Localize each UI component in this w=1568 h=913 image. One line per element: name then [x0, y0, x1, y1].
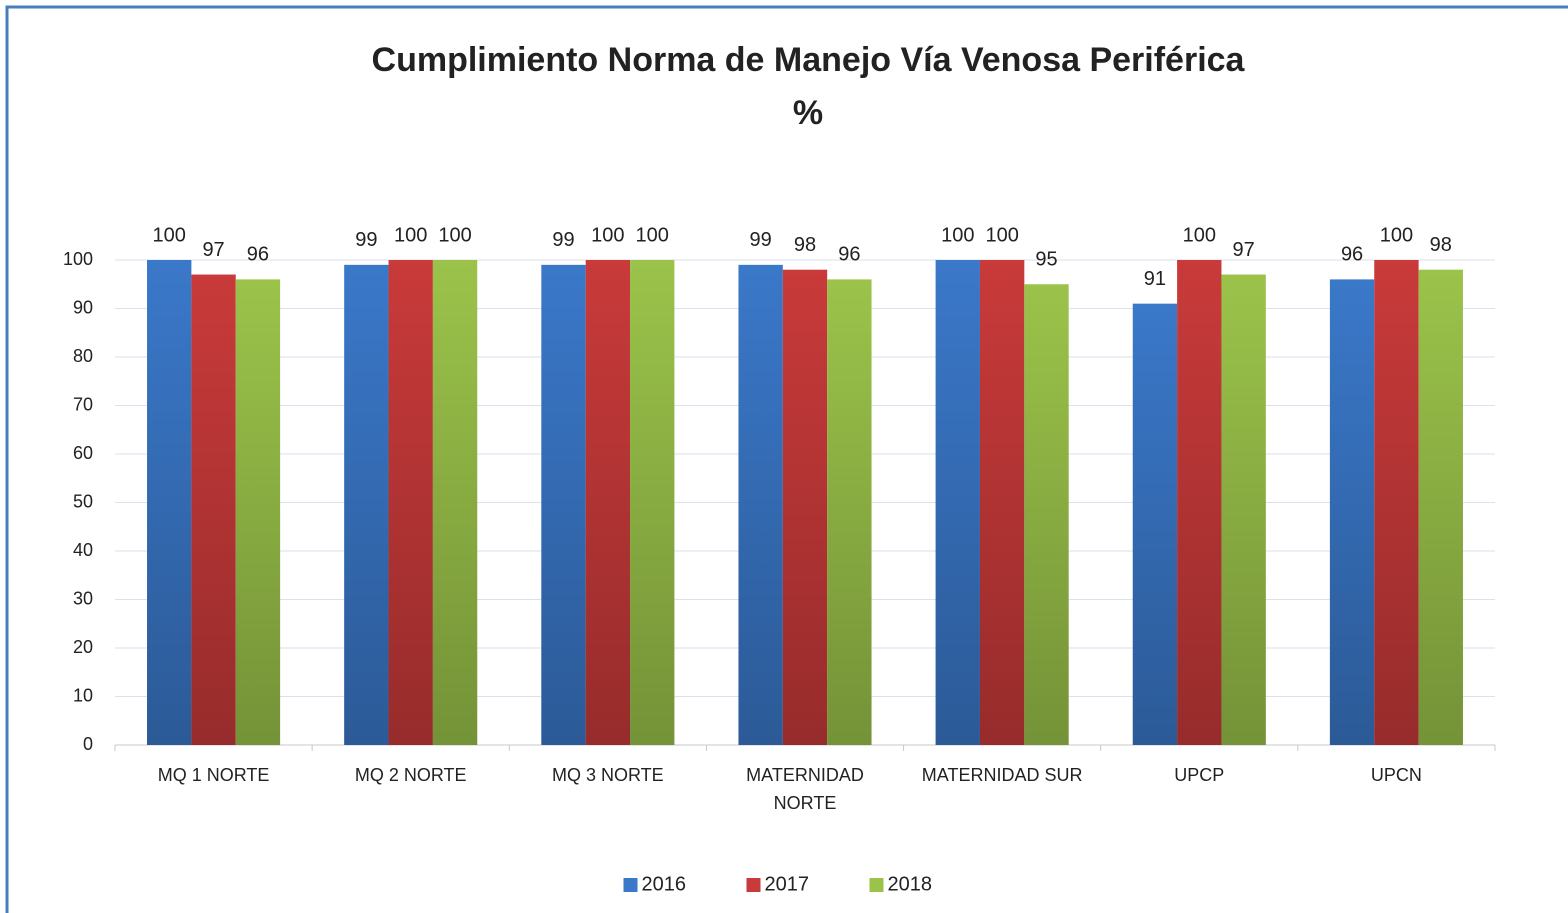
x-tick-label-box: MATERNIDAD NORTE — [746, 765, 864, 813]
bar-shade — [1418, 269, 1463, 745]
x-tick-label-box: UPCP — [1174, 765, 1225, 785]
data-label: 100 — [1380, 224, 1413, 246]
bar-shade — [388, 260, 433, 745]
legend-swatch — [746, 878, 761, 892]
y-tick-label: 10 — [73, 685, 93, 705]
bar-shade — [344, 264, 389, 745]
x-tick-label: MQ 3 NORTE — [552, 765, 664, 785]
data-label: 96 — [1341, 244, 1363, 266]
x-tick-label: MATERNIDAD SUR — [921, 765, 1083, 785]
x-tick-label-box: MATERNIDAD SUR — [921, 765, 1083, 785]
chart-subtitle: % — [793, 94, 823, 132]
data-label: 97 — [202, 239, 224, 261]
data-label: 100 — [153, 224, 186, 246]
bar-shade — [1374, 260, 1419, 745]
data-label: 99 — [750, 229, 772, 251]
bar-shade — [191, 274, 236, 745]
bar-shade — [782, 269, 828, 745]
y-tick-label: 70 — [73, 394, 93, 414]
x-tick-label-box: MQ 2 NORTE — [354, 765, 467, 785]
data-label: 99 — [355, 229, 377, 251]
x-tick-label: MATERNIDAD NORTE — [746, 765, 864, 813]
y-tick-label: 20 — [73, 637, 93, 657]
bar-shade — [1177, 260, 1222, 745]
data-label: 96 — [247, 244, 269, 266]
data-label: 100 — [591, 224, 624, 246]
bar-shade — [235, 279, 281, 745]
x-tick-label: UPCN — [1370, 765, 1422, 785]
bar-shade — [1132, 303, 1178, 745]
bar-shade — [630, 260, 675, 745]
legend-label: 2018 — [888, 873, 933, 895]
legend-label: 2017 — [765, 873, 810, 895]
data-label: 100 — [941, 224, 974, 246]
x-tick-label: MQ 1 NORTE — [157, 765, 270, 785]
legend-label: 2016 — [642, 873, 687, 895]
x-tick-label-box: MQ 3 NORTE — [552, 765, 664, 785]
data-label: 100 — [1183, 224, 1216, 246]
x-tick-label: UPCP — [1174, 765, 1225, 785]
data-label: 98 — [1430, 234, 1452, 256]
legend-swatch — [869, 878, 884, 892]
data-label: 96 — [838, 244, 860, 266]
y-tick-label: 60 — [73, 443, 93, 463]
x-tick-label: MQ 2 NORTE — [354, 765, 467, 785]
bar-shade — [979, 260, 1025, 745]
data-label: 99 — [552, 229, 574, 251]
data-label: 91 — [1144, 268, 1166, 290]
y-tick-label: 100 — [63, 249, 93, 269]
data-label: 98 — [794, 234, 816, 256]
frame — [5, 5, 1568, 913]
bar-shade — [738, 264, 783, 745]
y-tick-label: 90 — [73, 297, 93, 317]
data-label: 100 — [985, 224, 1018, 246]
data-label: 100 — [636, 224, 669, 246]
bar-shade — [1221, 274, 1266, 745]
data-label: 100 — [394, 224, 427, 246]
chart-title: Cumplimiento Norma de Manejo Vía Venosa … — [372, 41, 1246, 79]
data-label: 95 — [1035, 249, 1057, 271]
bar-shade — [432, 260, 478, 745]
x-tick-label-box: MQ 1 NORTE — [157, 765, 270, 785]
legend-swatch — [623, 878, 638, 892]
bar-shade — [541, 264, 586, 745]
data-label: 97 — [1233, 239, 1255, 261]
y-tick-label: 40 — [73, 540, 93, 560]
bar-shade — [1024, 284, 1069, 745]
bar-shade — [935, 260, 980, 745]
y-tick-label: 30 — [73, 588, 93, 608]
y-tick-label: 50 — [73, 491, 93, 511]
bar-shade — [147, 260, 192, 745]
bar-shade — [1329, 279, 1375, 745]
x-tick-label-box: UPCN — [1370, 765, 1422, 785]
bar-shade — [827, 279, 872, 745]
bar-shade — [585, 260, 631, 745]
data-label: 100 — [438, 224, 471, 246]
y-tick-label: 80 — [73, 346, 93, 366]
y-tick-label: 0 — [83, 734, 93, 754]
